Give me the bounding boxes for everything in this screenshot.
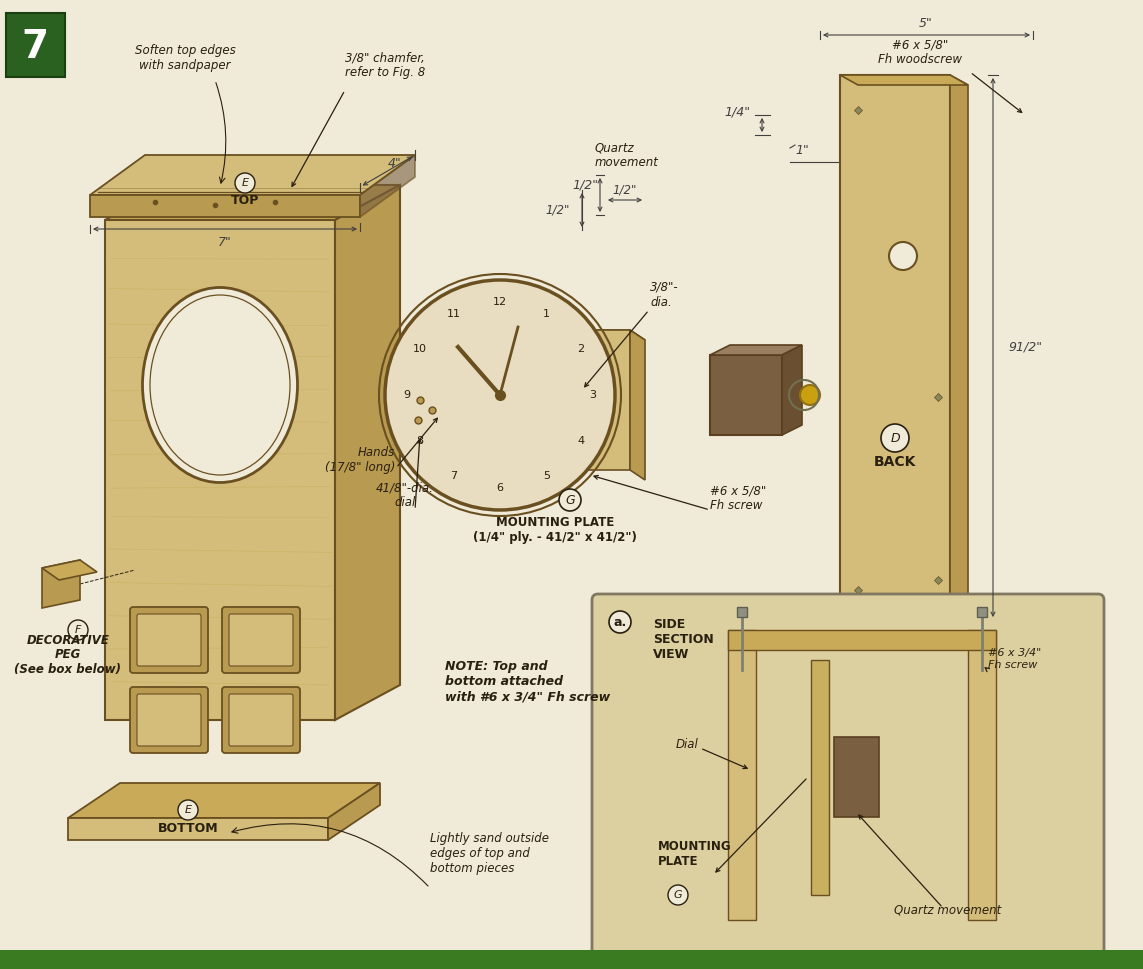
FancyBboxPatch shape [229,614,293,666]
Text: Dial: Dial [676,738,698,752]
FancyBboxPatch shape [222,607,299,673]
Polygon shape [840,75,968,85]
Text: Soften top edges
with sandpaper: Soften top edges with sandpaper [135,44,235,72]
Circle shape [668,885,688,905]
Circle shape [67,620,88,640]
Polygon shape [490,330,645,340]
Polygon shape [950,75,968,630]
Polygon shape [710,345,802,355]
Text: 1/4": 1/4" [724,106,750,118]
Text: D: D [890,431,900,445]
Text: G: G [565,493,575,507]
Text: Quartz movement: Quartz movement [894,903,1001,917]
Text: #6 x 5/8"
Fh woodscrew: #6 x 5/8" Fh woodscrew [878,38,962,66]
Text: DECORATIVE
PEG
(See box below): DECORATIVE PEG (See box below) [15,634,121,676]
Text: 3: 3 [590,390,597,400]
FancyBboxPatch shape [130,687,208,753]
Text: Lightly sand outside
edges of top and
bottom pieces: Lightly sand outside edges of top and bo… [430,832,549,875]
Circle shape [800,385,820,405]
Polygon shape [834,737,879,817]
Polygon shape [840,75,950,620]
Text: 7": 7" [218,235,232,248]
Circle shape [385,280,615,510]
Text: Quartz
movement: Quartz movement [596,141,658,169]
FancyBboxPatch shape [137,694,201,746]
Circle shape [881,424,909,452]
Text: MOUNTING
PLATE: MOUNTING PLATE [658,840,732,868]
Text: 9: 9 [403,390,410,400]
Text: NOTE: Top and
bottom attached
with #6 x 3/4" Fh screw: NOTE: Top and bottom attached with #6 x … [445,660,610,703]
Text: E: E [241,178,248,188]
Text: G: G [673,890,682,900]
FancyBboxPatch shape [229,694,293,746]
Polygon shape [90,155,415,195]
Text: 91/2": 91/2" [1008,340,1042,354]
Circle shape [178,800,198,820]
Text: 10: 10 [413,343,426,354]
Text: 5": 5" [919,16,933,29]
Polygon shape [812,660,829,895]
Text: 7: 7 [22,28,48,66]
Polygon shape [335,185,400,720]
Text: BOTTOM: BOTTOM [158,822,218,834]
Text: 11: 11 [447,309,461,320]
Text: #6 x 3/4"
Fh screw: #6 x 3/4" Fh screw [988,648,1041,670]
Polygon shape [105,220,335,720]
Polygon shape [90,195,360,217]
Polygon shape [782,345,802,435]
Text: 4: 4 [577,436,584,447]
Text: #6 x 5/8"
Fh screw: #6 x 5/8" Fh screw [710,484,766,512]
Text: 4": 4" [389,157,402,170]
Circle shape [889,242,917,270]
Polygon shape [0,950,1143,969]
Polygon shape [728,630,756,920]
Text: 2: 2 [577,343,584,354]
Polygon shape [630,330,645,480]
FancyBboxPatch shape [592,594,1104,956]
Polygon shape [42,560,80,608]
Polygon shape [105,185,400,220]
Text: TOP: TOP [231,194,259,206]
FancyBboxPatch shape [130,607,208,673]
Text: 12: 12 [493,297,507,307]
Text: 1/2": 1/2" [613,183,637,197]
FancyBboxPatch shape [6,13,65,77]
Text: MOUNTING PLATE
(1/4" ply. - 41/2" x 41/2"): MOUNTING PLATE (1/4" ply. - 41/2" x 41/2… [473,516,637,544]
Text: 1/2": 1/2" [545,203,570,216]
Text: 6: 6 [496,483,504,493]
Text: 3/8"-
dia.: 3/8"- dia. [650,281,679,309]
Text: E: E [184,805,192,815]
Polygon shape [360,155,415,217]
Polygon shape [328,783,379,840]
Text: 1": 1" [796,143,809,157]
Text: 8: 8 [416,436,423,447]
Text: BACK: BACK [873,455,917,469]
Circle shape [559,489,581,511]
Text: 5: 5 [543,471,550,481]
Text: 41/8"-dia.
dial: 41/8"-dia. dial [376,481,434,509]
Text: F: F [74,625,81,635]
Text: 3/8" chamfer,
refer to Fig. 8: 3/8" chamfer, refer to Fig. 8 [345,51,425,79]
Polygon shape [968,630,996,920]
Text: Hands
(17/8" long): Hands (17/8" long) [325,446,395,474]
Text: SIDE
SECTION
VIEW: SIDE SECTION VIEW [653,618,713,661]
Polygon shape [42,560,97,580]
Polygon shape [710,355,782,435]
Text: 7: 7 [450,471,457,481]
Polygon shape [490,330,630,470]
Text: 1/2": 1/2" [572,178,598,192]
Polygon shape [67,783,379,818]
Polygon shape [67,818,328,840]
Text: 1: 1 [543,309,550,320]
FancyBboxPatch shape [137,614,201,666]
Text: a.: a. [614,615,626,629]
Ellipse shape [143,288,297,483]
FancyBboxPatch shape [222,687,299,753]
Polygon shape [728,630,996,650]
Circle shape [609,611,631,633]
Circle shape [235,173,255,193]
